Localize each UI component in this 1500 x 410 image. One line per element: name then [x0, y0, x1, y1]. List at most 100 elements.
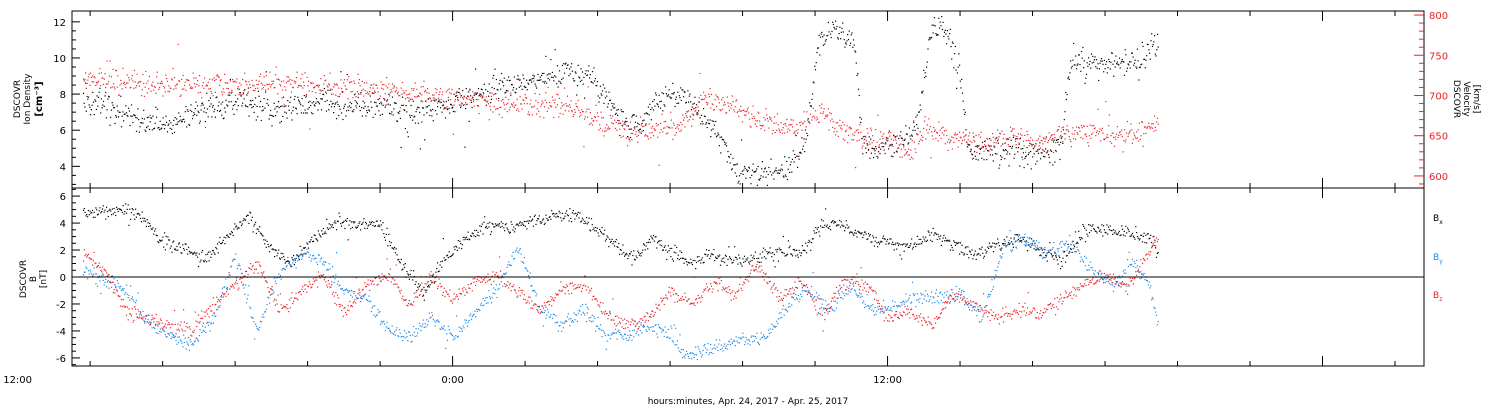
- data-point-bot-0: [395, 248, 397, 250]
- data-point-top-0: [522, 74, 524, 76]
- data-point-top-0: [756, 184, 758, 186]
- data-point-bot-0: [82, 209, 85, 211]
- data-point-top-1: [639, 116, 642, 118]
- data-point-top-0: [538, 79, 540, 81]
- data-point-top-0: [1098, 68, 1100, 70]
- data-point-bot-0: [682, 257, 684, 259]
- data-point-top-0: [196, 114, 198, 116]
- data-point-top-0: [865, 147, 867, 149]
- data-point-top-0: [361, 115, 363, 117]
- data-point-bot-1: [90, 271, 92, 273]
- data-point-bot-0: [732, 261, 734, 263]
- data-point-bot-0: [513, 226, 515, 228]
- data-point-bot-0: [887, 238, 889, 240]
- data-point-bot-0: [728, 246, 730, 248]
- data-point-bot-1: [278, 273, 280, 275]
- data-point-bot-0: [891, 243, 893, 245]
- data-point-top-1: [520, 103, 522, 105]
- data-point-top-0: [795, 135, 797, 137]
- data-point-bot-0: [545, 214, 547, 216]
- data-point-top-0: [179, 115, 181, 117]
- data-point-bot-0: [951, 247, 953, 249]
- data-point-top-1: [295, 77, 297, 79]
- data-point-top-0: [1059, 158, 1061, 161]
- data-point-top-0: [200, 109, 202, 111]
- data-point-bot-1: [91, 273, 93, 275]
- data-point-bot-0: [469, 239, 471, 241]
- data-point-bot-0: [379, 225, 381, 227]
- data-point-bot-0: [963, 254, 965, 256]
- data-point-top-0: [519, 79, 521, 81]
- data-point-bot-0: [909, 245, 911, 247]
- data-point-top-1: [771, 133, 774, 135]
- data-point-top-0: [744, 167, 746, 169]
- data-point-bot-1: [317, 263, 319, 265]
- data-point-top-1: [776, 113, 779, 115]
- data-point-top-0: [834, 28, 836, 30]
- data-point-top-0: [646, 112, 648, 115]
- data-point-top-0: [1156, 49, 1158, 51]
- data-point-bot-1: [162, 329, 164, 331]
- data-point-bot-0: [609, 241, 612, 243]
- data-point-top-0: [974, 155, 976, 157]
- data-point-bot-0: [348, 224, 350, 226]
- data-point-bot-0: [1017, 238, 1019, 240]
- data-point-bot-0: [1141, 234, 1143, 236]
- data-point-top-1: [443, 101, 445, 103]
- data-point-bot-1: [591, 314, 593, 316]
- data-point-top-0: [815, 62, 817, 64]
- data-point-bot-0: [1083, 225, 1085, 227]
- data-point-bot-0: [726, 264, 728, 266]
- data-point-bot-1: [177, 336, 179, 338]
- data-point-bot-0: [1129, 235, 1131, 237]
- data-point-top-1: [608, 128, 610, 130]
- data-point-bot-1: [472, 314, 474, 316]
- data-point-top-1: [1029, 140, 1031, 142]
- data-point-bot-0: [695, 268, 697, 270]
- data-point-bot-0: [781, 251, 783, 253]
- data-point-top-1: [655, 122, 657, 125]
- data-point-bot-0: [294, 259, 296, 261]
- data-point-bot-1: [476, 310, 478, 312]
- data-point-top-0: [288, 109, 290, 111]
- data-point-top-0: [645, 124, 647, 126]
- data-point-top-1: [154, 86, 156, 89]
- data-point-top-0: [268, 118, 270, 120]
- data-point-top-0: [267, 98, 269, 101]
- data-point-top-1: [470, 99, 472, 102]
- data-point-top-1: [299, 84, 301, 86]
- data-point-bot-0: [1082, 224, 1084, 226]
- data-point-bot-0: [215, 247, 217, 249]
- data-point-top-1: [1102, 132, 1104, 134]
- data-point-bot-0: [647, 248, 649, 250]
- data-point-top-1: [423, 80, 425, 82]
- data-point-bot-1: [494, 293, 496, 295]
- data-point-bot-1: [234, 258, 236, 261]
- data-point-top-1: [725, 112, 727, 114]
- data-point-top-0: [427, 106, 429, 108]
- data-point-bot-0: [988, 242, 990, 244]
- data-point-bot-0: [92, 216, 94, 218]
- data-point-top-1: [204, 126, 206, 129]
- data-point-top-0: [1017, 147, 1019, 149]
- data-point-bot-0: [901, 244, 904, 246]
- data-point-top-1: [94, 77, 96, 79]
- data-point-top-1: [734, 106, 736, 108]
- data-point-bot-0: [858, 231, 861, 233]
- data-point-bot-0: [474, 229, 476, 232]
- data-point-top-0: [825, 39, 827, 41]
- data-point-top-1: [964, 139, 966, 141]
- data-point-top-1: [583, 146, 585, 148]
- data-point-top-1: [900, 148, 903, 150]
- data-point-bot-1: [427, 320, 430, 322]
- data-point-bot-1: [106, 281, 109, 283]
- data-point-top-0: [746, 170, 748, 173]
- data-point-top-1: [634, 133, 637, 135]
- data-point-bot-0: [1041, 249, 1043, 251]
- data-point-top-0: [637, 122, 639, 124]
- data-point-top-0: [833, 26, 835, 28]
- data-point-top-0: [1128, 64, 1130, 66]
- data-point-top-1: [574, 109, 576, 111]
- data-point-top-0: [1113, 75, 1115, 77]
- data-point-top-0: [330, 100, 332, 102]
